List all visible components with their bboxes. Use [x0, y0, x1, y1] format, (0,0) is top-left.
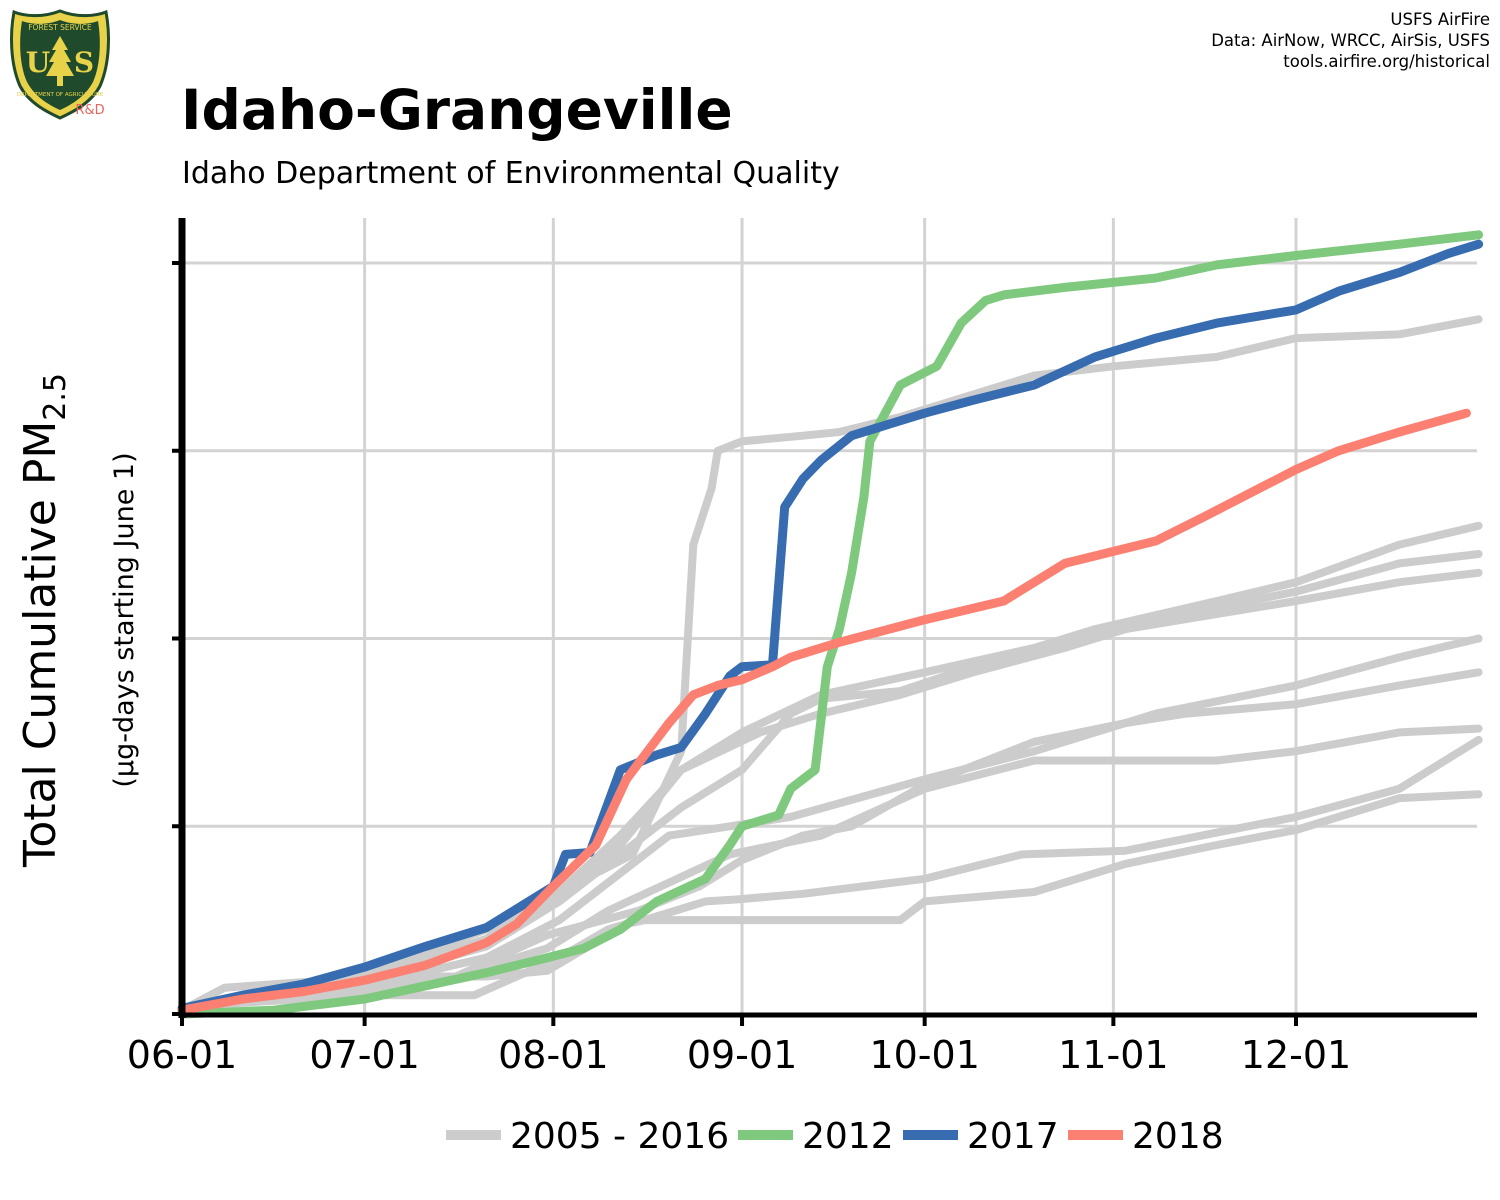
usfs-shield-logo: FOREST SERVICE U S DEPARTMENT OF AGRICUL…: [10, 9, 110, 120]
x-tick-label-08-01: 08-01: [498, 1033, 608, 1077]
x-tick-label-11-01: 11-01: [1058, 1033, 1168, 1077]
credit-line-2: Data: AirNow, WRCC, AirSis, USFS: [1211, 31, 1490, 50]
y-axis-label-main: Total Cumulative PM: [15, 421, 66, 868]
legend-label-1: 2012: [802, 1116, 894, 1157]
x-tick-label-07-01: 07-01: [309, 1033, 419, 1077]
credit-line-1: USFS AirFire: [1390, 10, 1490, 29]
x-tick-labels: 06-01 07-01 08-01 09-01 10-01 11-01 12-01: [127, 1033, 1351, 1077]
x-tick-label-06-01: 06-01: [127, 1033, 237, 1077]
series-line-historical-7: [178, 521, 1483, 1015]
highlight-series-group: [177, 230, 1484, 1019]
x-tick-label-10-01: 10-01: [869, 1033, 979, 1077]
chart-title: Idaho-Grangeville: [181, 78, 733, 142]
series-line-historical-6: [178, 550, 1483, 1015]
legend: 2005 - 2016 2012 2017 2018: [446, 1116, 1224, 1157]
series-line-historical-4: [178, 634, 1483, 1015]
legend-label-2: 2017: [967, 1116, 1059, 1157]
y-axis-label: Total Cumulative PM2.5: [15, 373, 73, 868]
y-axis-label-subscript: 2.5: [38, 373, 73, 421]
y-axis-label-group: Total Cumulative PM2.5 (µg-days starting…: [15, 373, 140, 868]
series-line-2012: [177, 230, 1484, 1019]
logo-top-text: FOREST SERVICE: [28, 23, 92, 32]
logo-letter-u: U: [26, 46, 50, 79]
x-tick-label-09-01: 09-01: [687, 1033, 797, 1077]
series-line-2018: [177, 408, 1471, 1015]
credits: USFS AirFire Data: AirNow, WRCC, AirSis,…: [1211, 9, 1490, 72]
series-line-historical-2: [178, 790, 1483, 1015]
y-axis-note: (µg-days starting June 1): [109, 452, 140, 787]
legend-label-3: 2018: [1132, 1116, 1224, 1157]
logo-rd-text: R&D: [75, 103, 104, 118]
logo-letter-s: S: [74, 46, 94, 79]
legend-label-0: 2005 - 2016: [510, 1116, 729, 1157]
chart-subtitle: Idaho Department of Environmental Qualit…: [182, 156, 840, 191]
x-tick-label-12-01: 12-01: [1241, 1033, 1351, 1077]
axes: [172, 218, 1477, 1026]
tree-icon: [46, 36, 74, 86]
credit-line-3: tools.airfire.org/historical: [1283, 52, 1490, 71]
series-line-historical-3: [178, 724, 1483, 1015]
logo-bottom-text: DEPARTMENT OF AGRICULTURE: [17, 92, 104, 98]
